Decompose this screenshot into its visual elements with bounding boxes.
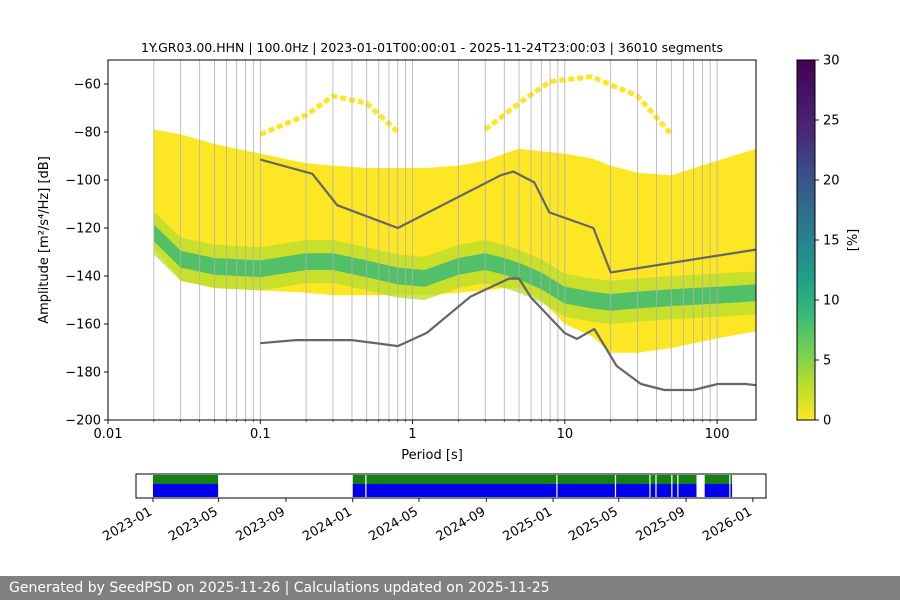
timeline-tick-label: 2023-05 <box>166 504 221 544</box>
noise-model-lines <box>260 158 756 392</box>
timeline-frame <box>135 473 767 499</box>
colorbar-tick-label: 20 <box>823 174 840 189</box>
plot-frame <box>107 59 757 421</box>
colorbar-label: [%] <box>846 229 861 252</box>
x-tick-label: 100 <box>705 427 730 442</box>
coverage-segment-green <box>704 475 733 484</box>
timeline-tick-label: 2025-09 <box>634 504 689 544</box>
y-tick-label: −100 <box>65 174 101 189</box>
x-tick-label: 10 <box>557 427 574 442</box>
coverage-segment-blue <box>152 484 219 497</box>
colorbar-tick-label: 10 <box>823 294 840 309</box>
y-tick-label: −80 <box>74 126 101 141</box>
psd-density-heatmap <box>153 129 756 353</box>
timeline-tick-label: 2023-09 <box>233 504 288 544</box>
footer-separator: | <box>280 580 294 596</box>
colorbar-ticks: 0 5 10 15 20 25 30 <box>815 54 840 429</box>
timeline-tick-label: 2026-01 <box>700 504 755 544</box>
y-tick-label: −180 <box>65 366 101 381</box>
x-gridlines <box>108 60 718 420</box>
y-tick-label: −140 <box>65 270 101 285</box>
y-tick-label: −200 <box>65 414 101 429</box>
high-noise-model-line <box>260 158 756 274</box>
x-tick-label: 0.1 <box>250 427 271 442</box>
timeline-tick-label: 2024-01 <box>300 504 355 544</box>
y-tick-label: −160 <box>65 318 101 333</box>
y-tick-label: −60 <box>74 78 101 93</box>
coverage-bars <box>152 475 733 497</box>
timeline-tick-label: 2023-01 <box>100 504 155 544</box>
coverage-segment-green <box>352 475 697 484</box>
sparse-arc <box>483 74 674 137</box>
colorbar: 0 5 10 15 20 25 30 [%] <box>796 54 861 429</box>
x-axis-label: Period [s] <box>401 448 463 463</box>
x-tick-label: 0.01 <box>94 427 123 442</box>
colorbar-tick-label: 0 <box>823 414 831 429</box>
colorbar-gradient <box>796 59 816 421</box>
y-axis-label: Amplitude [m²/s⁴/Hz] [dB] <box>37 156 52 324</box>
timeline-axis: 2023-01 2023-05 2023-09 2024-01 2024-05 2024-… <box>100 498 755 545</box>
footer-bar: Generated by SeedPSD on 2025-11-26 | Cal… <box>0 576 900 600</box>
coverage-segment-blue <box>704 484 733 497</box>
colorbar-tick-label: 25 <box>823 114 840 129</box>
colorbar-tick-label: 30 <box>823 54 840 69</box>
psd-plot-area <box>108 60 756 420</box>
colorbar-tick-label: 5 <box>823 354 831 369</box>
coverage-segment-green <box>152 475 219 484</box>
colorbar-tick-label: 15 <box>823 234 840 249</box>
timeline-tick-label: 2024-05 <box>366 504 421 544</box>
psd-density-mode-band <box>153 224 756 311</box>
generated-text: Generated by SeedPSD on 2025-11-26 <box>9 580 281 596</box>
x-axis: 0.01 0.1 1 10 100 <box>94 420 730 442</box>
y-axis: −200 −180 −160 −140 −120 −100 −80 −60 <box>65 78 108 429</box>
low-noise-model-line <box>260 277 756 392</box>
updated-text: Calculations updated on 2025-11-25 <box>293 580 550 596</box>
coverage-segment-blue <box>352 484 697 497</box>
timeline-tick-label: 2025-01 <box>501 504 556 544</box>
chart-title: 1Y.GR03.00.HHN | 100.0Hz | 2023-01-01T00… <box>141 40 723 55</box>
timeline-tick-label: 2025-05 <box>566 504 621 544</box>
x-tick-label: 1 <box>408 427 416 442</box>
sparse-arc <box>259 93 400 137</box>
sparse-psd-arcs <box>259 74 674 137</box>
y-tick-label: −120 <box>65 222 101 237</box>
data-coverage-timeline: 2023-01 2023-05 2023-09 2024-01 2024-05 2024-… <box>100 473 767 545</box>
timeline-tick-label: 2024-09 <box>434 504 489 544</box>
